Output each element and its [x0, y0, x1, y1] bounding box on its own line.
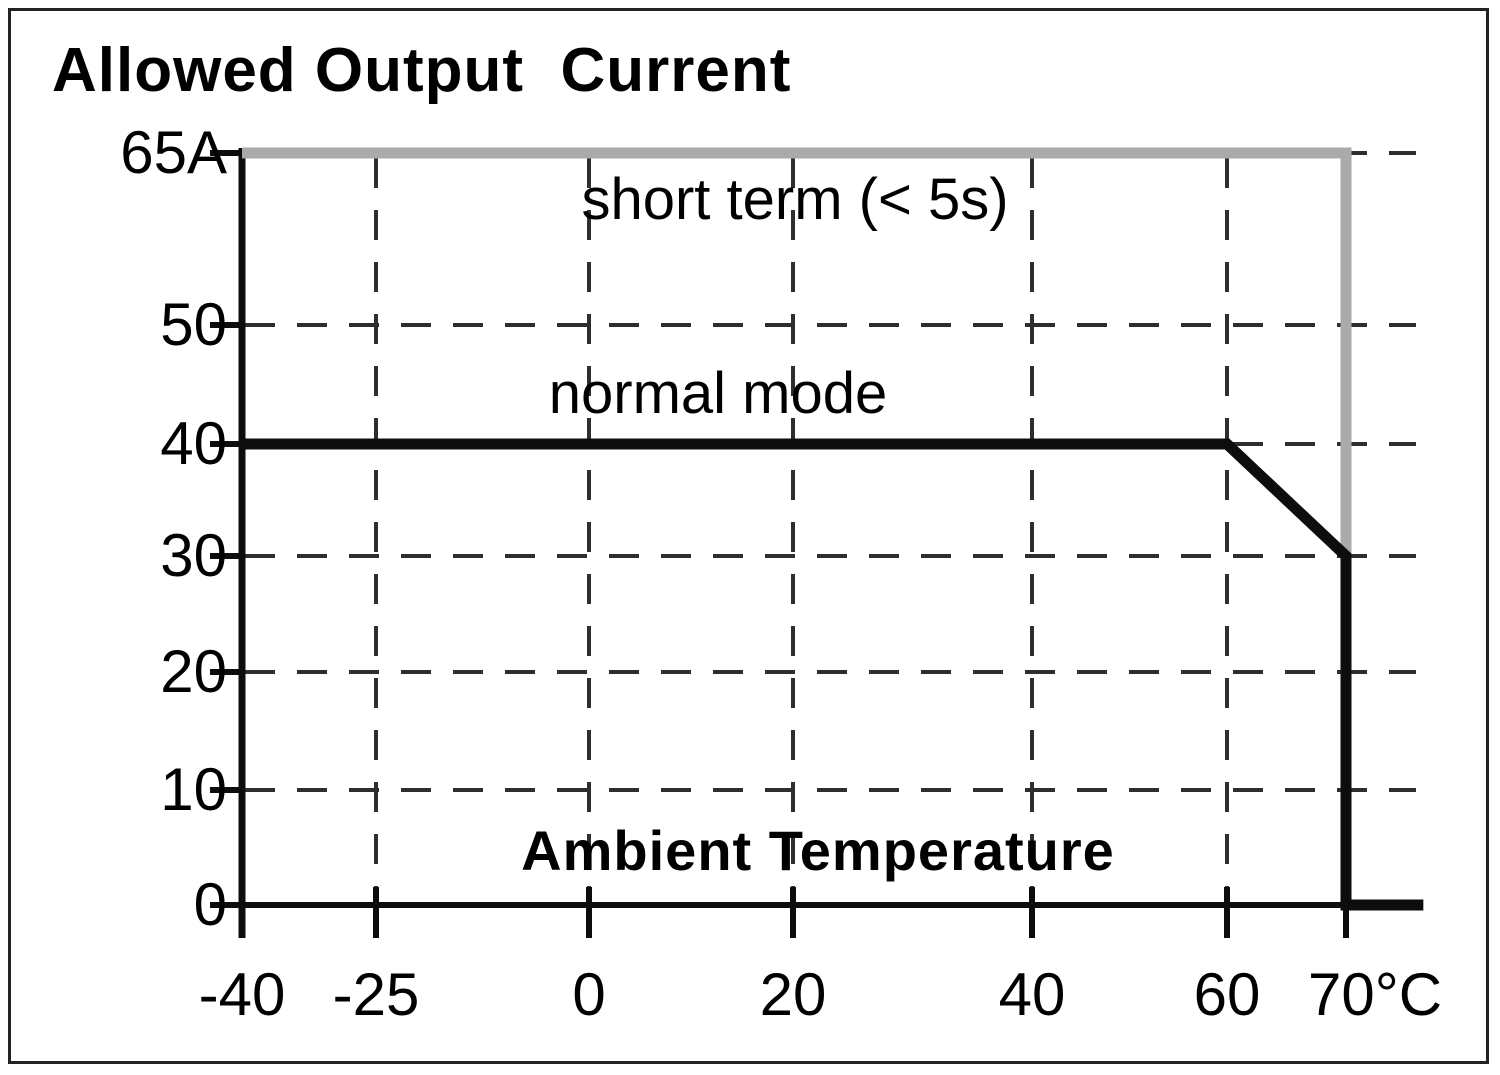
y-tick-label: 0	[193, 871, 227, 938]
y-tick-label: 30	[160, 522, 227, 589]
y-tick-label: 40	[160, 410, 227, 477]
chart-title: Allowed Output Current	[52, 36, 792, 105]
y-tick-label: 65A	[120, 119, 227, 186]
series-line-short-term-5s	[242, 147, 1352, 556]
x-tick-label: 20	[759, 961, 827, 1028]
series-label-short-term-5s: short term (< 5s)	[581, 167, 1009, 232]
x-tick-label: 40	[998, 961, 1066, 1028]
x-tick-label: -25	[332, 961, 420, 1028]
x-tick-label: 70°C	[1307, 961, 1443, 1028]
series-label-normal-mode: normal mode	[548, 361, 888, 426]
x-tick-label: -40	[198, 961, 286, 1028]
x-axis-title: Ambient Temperature	[521, 819, 1115, 882]
series-line-normal-mode	[242, 438, 1424, 911]
x-tick-label: 60	[1193, 961, 1261, 1028]
y-tick-label: 50	[160, 291, 227, 358]
y-tick-label: 20	[160, 638, 227, 705]
y-tick-label: 10	[160, 756, 227, 823]
x-tick-label: 0	[572, 961, 606, 1028]
